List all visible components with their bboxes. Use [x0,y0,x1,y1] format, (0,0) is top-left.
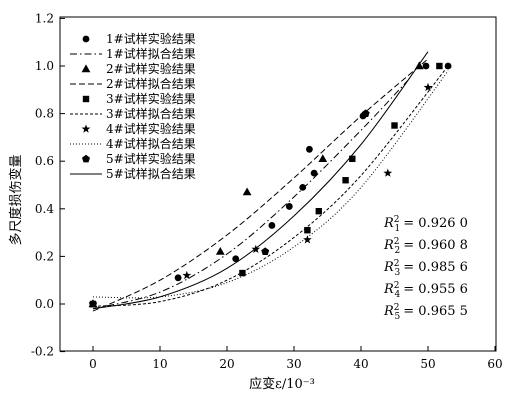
series-1-fit-line [92,79,409,310]
y-axis-title: 多尺度损伤变量 [8,154,24,245]
legend-label-series-2-data: 2#试样实验结果 [106,61,196,76]
x-tick-label: 60 [487,357,502,371]
x-tick-label: 10 [152,357,167,371]
x-tick-label: 20 [219,357,234,371]
x-tick-label: 40 [353,357,368,371]
series-2-data-point [242,187,252,196]
series-2-data-point [318,154,328,162]
legend-label-series-5-fit: 5#试样拟合结果 [106,166,196,181]
series-3-fit-line [92,65,449,307]
y-axis: -0.2 0.0 0.2 0.4 0.6 0.8 1.0 1.2 [31,11,65,359]
data-markers [88,61,452,308]
series-2-data-point [215,247,225,255]
r2-annotation: R2 3 = 0.985 6 [383,259,468,278]
legend-swatch-series-2-data [81,64,91,73]
legend-label-series-4-fit: 4#试样拟合结果 [106,136,196,151]
legend-label-series-3-fit: 3#试样拟合结果 [106,106,196,121]
y-tick-label: 0.6 [35,154,54,168]
r2-annotation: R2 4 = 0.955 6 [383,281,468,300]
legend-swatch-series-4-data [81,124,91,133]
plot-frame [59,16,497,352]
x-tick-label: 0 [89,357,97,371]
legend-label-series-1-data: 1#试样实验结果 [106,31,196,46]
series-5-data-point [89,299,97,308]
series-4-data-point [383,168,393,177]
x-axis-title: 应变ε/10⁻³ [249,376,315,392]
series-4-data-point [303,235,312,244]
series-1-data-point [444,62,452,70]
legend-swatch-series-1-data [82,35,90,43]
legend: 1#试样实验结果1#试样拟合结果2#试样实验结果2#试样拟合结果3#试样实验结果… [70,31,196,181]
series-3-data-point [349,155,356,163]
series-1-data-point [174,274,182,282]
series-1-data-point [310,169,318,177]
y-tick-label: -0.2 [31,345,54,359]
r2-annotations: R2 1 = 0.926 0 R2 2 = 0.960 8 R2 3 = 0.985 6 R2 4 =… [383,215,468,322]
y-tick-label: 0.4 [35,202,54,216]
legend-label-series-3-data: 3#试样实验结果 [106,91,196,106]
fit-lines [92,51,449,312]
series-3-data-point [436,62,443,70]
y-tick-label: 0.2 [35,249,54,263]
series-5-data-point [261,247,270,255]
series-2-fit-line [92,58,429,312]
series-4-data-point [182,270,192,280]
series-1-data-point [306,145,313,153]
series-3-data-point [315,207,322,215]
y-tick-label: 0.8 [35,107,54,121]
x-axis: 0 10 20 30 40 50 60 [89,346,503,371]
legend-label-series-2-fit: 2#试样拟合结果 [106,76,196,91]
plot-border [59,16,497,352]
series-3-data-point [391,122,398,129]
series-3-data-point [239,269,246,277]
y-tick-label: 1.2 [35,11,54,25]
y-tick-label: 1.0 [35,59,54,73]
series-2-data-point [414,61,424,70]
r2-annotation: R2 1 = 0.926 0 [383,215,468,234]
x-tick-label: 50 [420,357,435,371]
y-tick-label: 0.0 [35,297,54,311]
series-4-data-point [251,244,261,253]
series-4-data-point [423,82,433,92]
legend-label-series-1-fit: 1#试样拟合结果 [106,46,196,61]
series-5-data-point [361,109,370,117]
series-3-data-point [304,227,311,234]
series-1-data-point [268,222,276,229]
series-1-data-point [299,183,307,191]
legend-swatch-series-3-data [82,95,90,103]
series-5-fit-line [92,51,429,310]
legend-label-series-4-data: 4#试样实验结果 [106,121,196,136]
series-1-data-point [285,203,293,210]
legend-label-series-5-data: 5#试样实验结果 [106,151,196,166]
x-tick-label: 30 [286,357,301,371]
series-1-data-point [422,62,430,70]
r2-annotation: R2 2 = 0.960 8 [383,237,468,256]
legend-swatch-series-5-data [82,154,90,163]
r2-annotation: R2 5 = 0.965 5 [383,303,468,322]
series-1-data-point [232,255,240,263]
series-3-data-point [342,177,349,184]
